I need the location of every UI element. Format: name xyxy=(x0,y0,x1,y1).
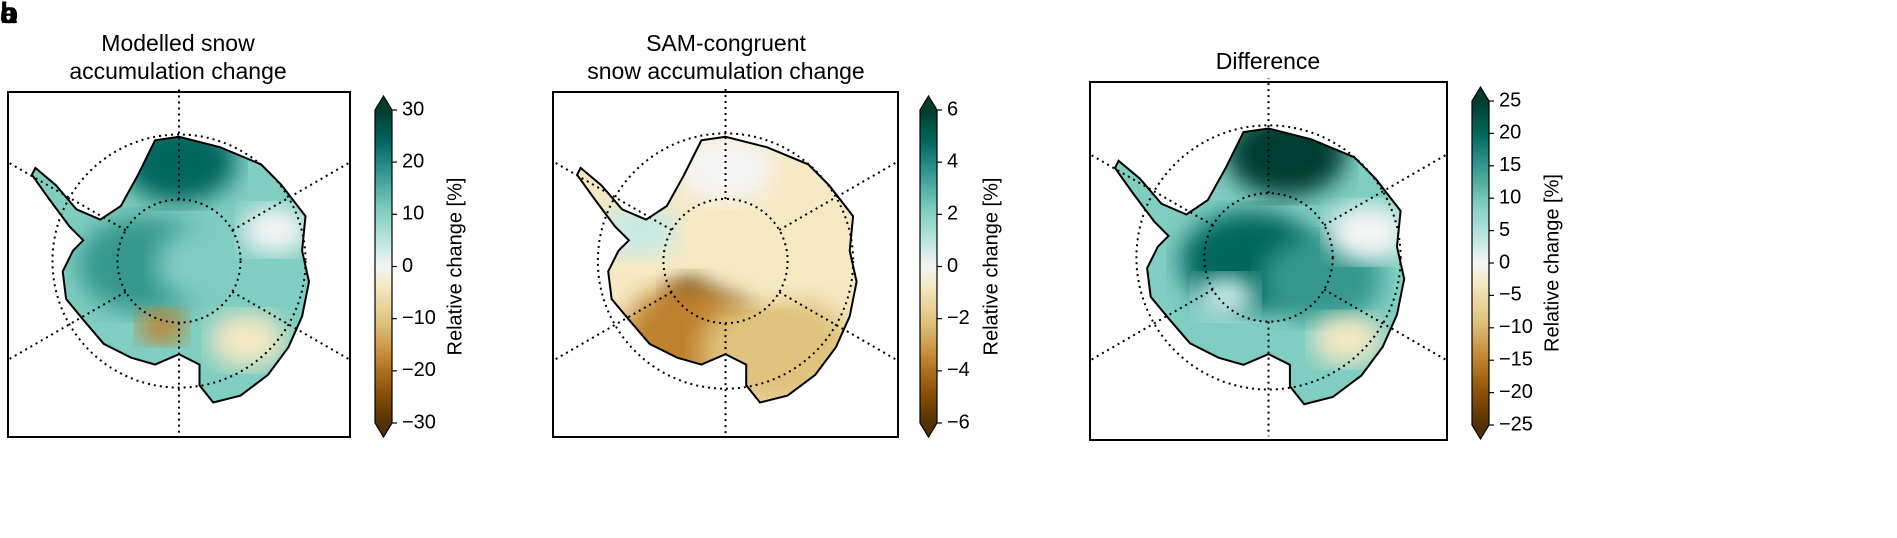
graticule xyxy=(596,132,855,390)
panel-title: SAM-congruent xyxy=(646,30,806,56)
graticule xyxy=(662,197,789,325)
map xyxy=(1115,128,1405,405)
field-blob xyxy=(1312,314,1383,365)
field-blob xyxy=(1328,203,1405,261)
map-frame xyxy=(552,91,899,438)
panel-title: accumulation change xyxy=(69,58,286,84)
graticule xyxy=(231,161,351,232)
panel-title: Modelled snow xyxy=(101,30,255,56)
colorbar-label: Relative change [%] xyxy=(444,178,466,356)
field-blob xyxy=(241,205,309,255)
colorbar-tick-label: −10 xyxy=(1499,316,1533,338)
graticule xyxy=(1135,124,1402,391)
colorbar-tick-label: 2 xyxy=(947,203,958,225)
coastline xyxy=(1113,127,1406,406)
colorbar-extend xyxy=(920,423,937,437)
map-frame xyxy=(7,91,351,438)
graticule xyxy=(778,160,899,231)
colorbar-tick-label: 15 xyxy=(1499,154,1521,176)
colorbar-tick-label: −4 xyxy=(947,359,970,381)
colorbar-tick-label: −2 xyxy=(947,307,970,329)
field-blob xyxy=(155,223,271,306)
graticule xyxy=(7,290,127,361)
panel-label: b xyxy=(0,0,18,30)
colorbar-tick-label: 0 xyxy=(1499,251,1510,273)
colorbar-tick-label: 20 xyxy=(402,150,424,172)
coastline xyxy=(30,135,311,404)
colorbar-label: Relative change [%] xyxy=(980,178,1002,356)
colorbar-label: Relative change [%] xyxy=(1541,174,1563,352)
colorbar xyxy=(1472,101,1489,425)
field-blob xyxy=(687,195,833,299)
colorbar-tick-label: −10 xyxy=(402,307,436,329)
colorbar-tick-label: 20 xyxy=(1499,122,1521,144)
colorbar-extend xyxy=(375,423,392,437)
colorbar-tick-label: −25 xyxy=(1499,413,1533,435)
colorbar-tick-label: −20 xyxy=(1499,381,1533,403)
graticule xyxy=(7,161,127,232)
graticule xyxy=(552,291,673,362)
colorbar-tick-label: −30 xyxy=(402,411,436,433)
colorbar-tick-label: −20 xyxy=(402,359,436,381)
colorbar-tick-label: −15 xyxy=(1499,348,1533,370)
graticule xyxy=(51,133,307,389)
graticule xyxy=(552,160,673,231)
field-blob xyxy=(137,309,186,344)
field-blob xyxy=(209,312,286,368)
colorbar-tick-label: 25 xyxy=(1499,89,1521,111)
map xyxy=(577,136,857,403)
graticule xyxy=(231,290,351,361)
map-frame xyxy=(1089,81,1448,441)
colorbar-extend xyxy=(1472,425,1489,439)
colorbar xyxy=(920,110,937,423)
colorbar-extend xyxy=(1472,87,1489,101)
colorbar-extend xyxy=(920,96,937,110)
colorbar-tick-label: −5 xyxy=(1499,284,1522,306)
colorbar xyxy=(375,110,392,423)
panel-title: snow accumulation change xyxy=(587,58,864,84)
colorbar-tick-label: 4 xyxy=(947,150,958,172)
panel-title: Difference xyxy=(1216,48,1320,74)
panel-label: c xyxy=(0,0,17,30)
field-blob xyxy=(1195,275,1256,319)
graticule xyxy=(1203,192,1334,323)
panel-label: a xyxy=(0,0,17,30)
map xyxy=(31,136,310,403)
coastline xyxy=(575,135,858,404)
colorbar-tick-label: 6 xyxy=(947,98,958,120)
field-blob xyxy=(699,295,855,403)
colorbar-tick-label: 5 xyxy=(1499,219,1510,241)
colorbar-tick-label: 10 xyxy=(402,203,424,225)
colorbar-tick-label: 30 xyxy=(402,98,424,120)
colorbar-tick-label: 10 xyxy=(1499,186,1521,208)
field-blob xyxy=(1226,128,1347,197)
colorbar-tick-label: 0 xyxy=(402,255,413,277)
colorbar-tick-label: 0 xyxy=(947,255,958,277)
colorbar-extend xyxy=(375,96,392,110)
graticule xyxy=(778,291,899,362)
colorbar-tick-label: −6 xyxy=(947,411,970,433)
